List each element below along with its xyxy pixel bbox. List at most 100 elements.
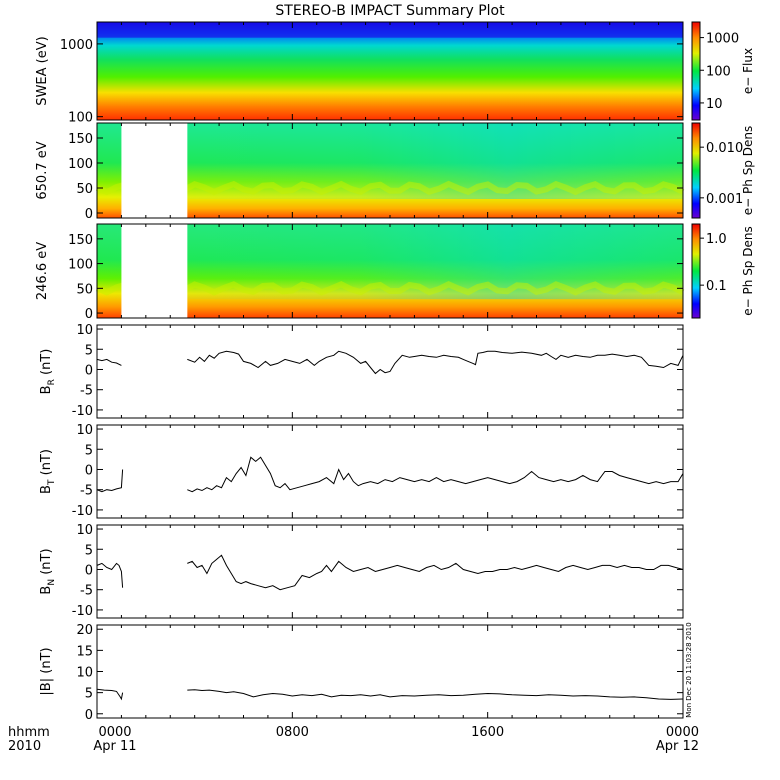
plot-title: STEREO-B IMPACT Summary Plot xyxy=(275,3,505,19)
y-axis-label: SWEA (eV) xyxy=(35,36,50,105)
x-corner-label: 2010 xyxy=(8,739,41,754)
y-tick-label: -10 xyxy=(72,504,93,519)
series-line xyxy=(187,350,684,375)
colorbar-tick-label: 1.0 xyxy=(706,232,727,247)
colorbar xyxy=(691,223,701,319)
y-axis-label-unit: (nT) xyxy=(39,449,54,479)
colorbar xyxy=(691,21,701,121)
y-tick-label: -5 xyxy=(80,384,93,399)
y-tick-label: 5 xyxy=(85,343,93,358)
panel-frame xyxy=(96,624,684,719)
colorbar-tick-label: 100 xyxy=(706,64,731,79)
x-tick-label: 0000 xyxy=(666,725,699,740)
y-tick-label: -10 xyxy=(72,604,93,619)
colorbar-tick-label: 1000 xyxy=(706,32,739,47)
y-tick-label: 100 xyxy=(68,258,93,273)
colorbar-tick-label: 10 xyxy=(706,97,723,112)
y-tick-label: 0 xyxy=(85,207,93,222)
y-axis-label: BN (nT) xyxy=(39,548,57,594)
data-gap xyxy=(121,123,188,218)
y-tick-label: 0 xyxy=(85,463,93,478)
y-axis-label: BR (nT) xyxy=(39,349,57,395)
y-tick-label: 50 xyxy=(76,182,93,197)
colorbar-label: e− Ph Sp Dens xyxy=(741,126,755,215)
x-tick-label: 0800 xyxy=(276,725,309,740)
y-tick-label: -5 xyxy=(80,584,93,599)
y-tick-label: 5 xyxy=(85,687,93,702)
line-panel-bmag: 0 5 10 15 20 |B| (nT) xyxy=(39,623,684,723)
x-tick-label: 1600 xyxy=(471,725,504,740)
line-panel-bn: -10 -5 0 5 10 BN (nT) xyxy=(39,523,684,619)
y-axis-label-main: B xyxy=(39,385,54,394)
y-tick-label: -10 xyxy=(72,404,93,419)
y-axis-label: |B| (nT) xyxy=(39,647,54,695)
x-date-label: Apr 12 xyxy=(656,739,699,754)
series-line xyxy=(187,456,684,493)
y-tick-label: 0 xyxy=(85,708,93,723)
y-tick-label: 10 xyxy=(76,666,93,681)
y-tick-label: 10 xyxy=(76,323,93,338)
y-axis-label-main: B xyxy=(39,586,54,595)
y-tick-label: 100 xyxy=(68,111,93,126)
panel-frame xyxy=(96,424,684,519)
x-tick-label: 0000 xyxy=(98,725,131,740)
y-tick-label: -5 xyxy=(80,484,93,499)
colorbar-tick-label: 0.001 xyxy=(706,192,743,207)
y-tick-label: 5 xyxy=(85,443,93,458)
y-tick-label: 10 xyxy=(76,523,93,538)
y-tick-label: 150 xyxy=(68,233,93,248)
y-tick-label: 5 xyxy=(85,543,93,558)
x-corner-label: hhmm xyxy=(8,725,50,740)
y-tick-label: 50 xyxy=(76,282,93,297)
colorbar-tick-label: 0.010 xyxy=(706,141,743,156)
y-axis-label-main: |B| xyxy=(39,678,54,696)
y-axis-label-unit: (nT) xyxy=(39,647,54,677)
x-date-label: Apr 11 xyxy=(93,739,136,754)
spectrogram-band xyxy=(95,180,685,196)
colorbar-tick-label: 0.1 xyxy=(706,279,727,294)
data-gap xyxy=(121,224,188,318)
y-tick-label: 1000 xyxy=(60,38,93,53)
spectrogram-band xyxy=(97,22,683,38)
y-tick-label: 100 xyxy=(68,157,93,172)
colorbar-label: e− Ph Sp Dens xyxy=(741,226,755,315)
panel-frame xyxy=(96,524,684,619)
spectrogram-band xyxy=(95,280,685,296)
y-tick-label: 150 xyxy=(68,132,93,147)
series-line xyxy=(96,469,124,493)
y-axis-label: BT (nT) xyxy=(39,449,57,494)
spectrogram-pad246: 0 50 100 150 246.6 eV 0.1 1.0 e− Ph Sp Dens xyxy=(35,223,755,322)
y-tick-label: 0 xyxy=(85,363,93,378)
series-line xyxy=(96,358,122,366)
y-axis-label: 246.6 eV xyxy=(35,242,50,300)
spectrogram-fill xyxy=(97,22,683,120)
y-axis-label-main: B xyxy=(39,485,54,494)
colorbar-label: e− Flux xyxy=(741,48,755,94)
y-tick-label: 10 xyxy=(76,423,93,438)
y-axis-label-subscript: R xyxy=(47,379,57,385)
colorbar xyxy=(691,122,701,219)
y-tick-label: 20 xyxy=(76,623,93,638)
series-line xyxy=(187,689,684,700)
y-axis-label-subscript: N xyxy=(47,579,57,586)
line-panel-bt: -10 -5 0 5 10 BT (nT) xyxy=(39,423,684,519)
y-axis-label-subscript: T xyxy=(47,479,57,486)
line-panel-br: -10 -5 0 5 10 BR (nT) xyxy=(39,323,684,419)
y-axis-label: 650.7 eV xyxy=(35,141,50,199)
y-axis-label-unit: (nT) xyxy=(39,548,54,578)
y-tick-label: 15 xyxy=(76,644,93,659)
timestamp-note: Mon Dec 20 11:03:28 2010 xyxy=(685,622,693,717)
y-axis-label-unit: (nT) xyxy=(39,349,54,379)
series-line xyxy=(96,688,124,701)
series-line xyxy=(96,562,124,588)
y-tick-label: 0 xyxy=(85,307,93,322)
series-line xyxy=(187,554,684,591)
y-tick-label: 0 xyxy=(85,563,93,578)
